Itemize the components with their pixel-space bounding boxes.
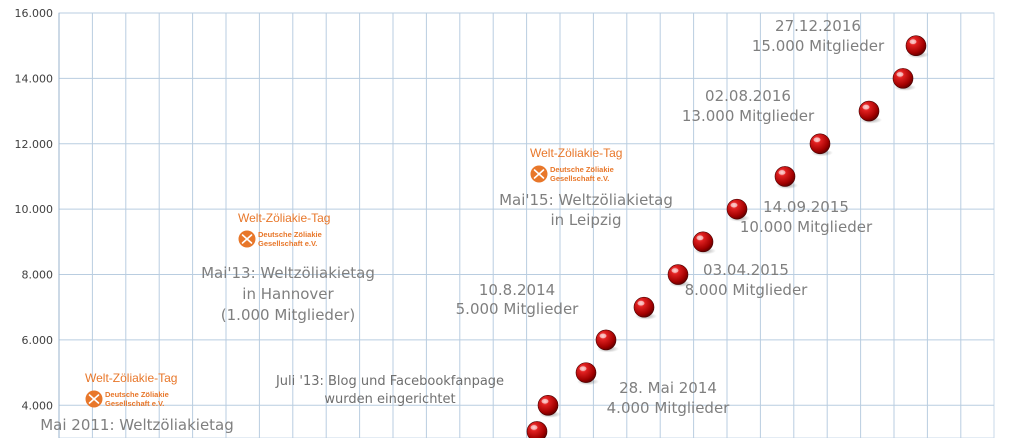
- point-marker: [692, 231, 714, 253]
- annotation-line: Juli '13: Blog und Facebookfanpage: [275, 374, 504, 389]
- point-highlight: [730, 202, 738, 208]
- annotation-line: wurden eingerichtet: [324, 392, 455, 407]
- logo-title: Welt-Zöliakie-Tag: [85, 371, 177, 385]
- logo-subtitle-line2: Gesellschaft e.V.: [105, 399, 164, 408]
- logo-subtitle-line2: Gesellschaft e.V.: [258, 239, 317, 248]
- annotation-line: 10.000 Mitglieder: [740, 218, 873, 236]
- annotation: 28. Mai 2014 4.000 Mitglieder: [607, 379, 731, 417]
- data-point: [774, 166, 798, 189]
- data-point: [575, 362, 599, 386]
- point-marker: [526, 421, 548, 442]
- point-marker: [595, 329, 617, 351]
- point-marker: [905, 35, 927, 56]
- point-marker: [667, 264, 689, 285]
- point-marker: [809, 133, 831, 155]
- point-highlight: [813, 137, 821, 143]
- welt-zoeliakie-tag-logo: Welt-Zöliakie-Tag Deutsche ZöliakieGesell…: [238, 211, 330, 248]
- y-tick-label: 16.000: [15, 7, 54, 20]
- annotation: 02.08.2016 13.000 Mitglieder: [682, 87, 815, 125]
- point-marker: [858, 100, 880, 122]
- annotation-line: Mai'15: Weltzöliakietag: [499, 191, 673, 209]
- annotation-line: 4.000 Mitglieder: [607, 399, 731, 417]
- logo-subtitle-line1: Deutsche Zöliakie: [258, 230, 322, 239]
- welt-zoeliakie-tag-logo: Welt-Zöliakie-Tag Deutsche ZöliakieGesell…: [85, 371, 177, 408]
- annotation-line: Mai'13: Weltzöliakietag: [201, 264, 375, 282]
- annotation-line: 13.000 Mitglieder: [682, 107, 815, 125]
- point-marker: [633, 296, 655, 318]
- logo-subtitle-line1: Deutsche Zöliakie: [105, 390, 169, 399]
- data-point: [809, 133, 833, 157]
- logo-subtitle-line2: Gesellschaft e.V.: [550, 174, 609, 183]
- data-point: [858, 100, 882, 124]
- grid-lines: [58, 12, 995, 439]
- point-highlight: [671, 268, 679, 273]
- cutlery-icon: [88, 394, 100, 404]
- point-highlight: [909, 39, 917, 44]
- annotations: Mai 2011: Weltzöliakietag Mai'13: Weltzöl…: [40, 17, 885, 434]
- y-tick-label: 4.000: [22, 399, 54, 412]
- data-point: [633, 296, 657, 320]
- annotation: 03.04.2015 8.000 Mitglieder: [685, 261, 809, 299]
- annotation: 14.09.2015 10.000 Mitglieder: [740, 198, 873, 236]
- annotation: Mai'15: Weltzöliakietag in Leipzig: [499, 191, 673, 229]
- y-tick-label: 8.000: [22, 269, 54, 282]
- annotation-line: (1.000 Mitglieder): [221, 306, 355, 324]
- annotation: Mai 2011: Weltzöliakietag: [40, 416, 234, 434]
- annotation: Juli '13: Blog und Facebookfanpage wurden…: [275, 374, 504, 407]
- welt-zoeliakie-tag-logo: Welt-Zöliakie-Tag Deutsche ZöliakieGesell…: [530, 146, 622, 183]
- data-point: [905, 35, 929, 59]
- logo-subtitle-line1: Deutsche Zöliakie: [550, 165, 614, 174]
- data-points: [526, 35, 929, 442]
- annotation: 27.12.2016 15.000 Mitglieder: [752, 17, 885, 55]
- data-point: [726, 198, 750, 222]
- point-highlight: [541, 399, 549, 404]
- annotation-line: Mai 2011: Weltzöliakietag: [40, 416, 234, 434]
- annotation-line: 5.000 Mitglieder: [456, 300, 580, 318]
- point-highlight: [637, 300, 645, 306]
- annotation-line: 28. Mai 2014: [619, 379, 717, 397]
- y-axis: 4.000 6.000 8.000 10.000 12.000 14.000 16.000: [15, 7, 60, 438]
- data-point: [595, 329, 619, 353]
- point-marker: [892, 68, 914, 89]
- point-highlight: [696, 235, 704, 241]
- logo-title: Welt-Zöliakie-Tag: [238, 211, 330, 225]
- annotation-line: in Hannover: [242, 285, 334, 303]
- data-point: [892, 68, 916, 91]
- y-tick-label: 6.000: [22, 334, 54, 347]
- annotation-line: 10.8.2014: [479, 281, 555, 299]
- cutlery-icon: [533, 169, 545, 179]
- point-highlight: [599, 333, 607, 339]
- annotation-line: 03.04.2015: [703, 261, 789, 279]
- annotation: Mai'13: Weltzöliakietag in Hannover (1.000…: [201, 264, 375, 324]
- annotation-line: 27.12.2016: [775, 17, 861, 35]
- y-tick-label: 14.000: [15, 72, 54, 85]
- cutlery-icon: [241, 234, 253, 244]
- logo-title: Welt-Zöliakie-Tag: [530, 146, 622, 160]
- y-tick-label: 10.000: [15, 203, 54, 216]
- y-tick-label: 12.000: [15, 138, 54, 151]
- data-point: [692, 231, 716, 255]
- data-point: [537, 395, 561, 418]
- point-marker: [774, 166, 796, 187]
- annotation-line: 14.09.2015: [763, 198, 849, 216]
- point-marker: [575, 362, 597, 383]
- point-highlight: [778, 170, 786, 175]
- point-highlight: [896, 72, 904, 77]
- point-marker: [726, 198, 748, 220]
- data-point: [667, 264, 691, 288]
- point-highlight: [862, 104, 870, 110]
- annotation-line: 15.000 Mitglieder: [752, 37, 885, 55]
- point-marker: [537, 395, 559, 416]
- annotation-line: in Leipzig: [550, 211, 621, 229]
- point-highlight: [579, 366, 587, 371]
- annotation-line: 8.000 Mitglieder: [685, 281, 809, 299]
- annotation-line: 02.08.2016: [705, 87, 791, 105]
- point-highlight: [530, 425, 538, 430]
